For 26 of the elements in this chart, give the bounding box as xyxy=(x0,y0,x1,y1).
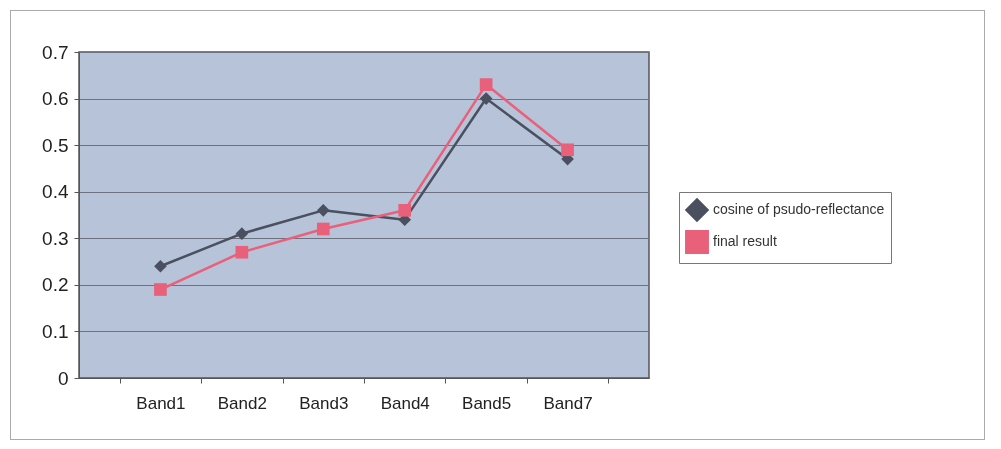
y-tick-label: 0.6 xyxy=(42,88,69,110)
legend-label: cosine of psudo-reflectance xyxy=(713,201,885,217)
y-tick-label: 0.7 xyxy=(42,41,69,63)
point xyxy=(235,227,249,240)
y-tick-label: 0.2 xyxy=(42,274,69,296)
x-tick-label: Band7 xyxy=(543,393,593,413)
point xyxy=(479,78,493,91)
y-tick-label: 0.5 xyxy=(42,134,69,156)
y-tick-label: 0 xyxy=(57,367,69,389)
x-tick-label: Band3 xyxy=(299,393,349,413)
y-tick-label: 0.4 xyxy=(42,181,69,203)
point xyxy=(479,92,493,105)
point xyxy=(316,204,330,217)
point xyxy=(398,204,412,217)
y-tick-label: 0.3 xyxy=(42,227,69,249)
x-tick-label: Band2 xyxy=(217,393,267,413)
point xyxy=(154,283,167,296)
legend-label: final result xyxy=(713,233,777,249)
y-tick-label: 0.1 xyxy=(42,320,69,342)
x-tick-label: Band1 xyxy=(136,393,186,413)
point xyxy=(316,222,330,236)
x-tick-label: Band4 xyxy=(380,393,430,413)
x-tick-label: Band5 xyxy=(462,393,512,413)
point xyxy=(235,245,249,259)
point xyxy=(561,143,574,157)
point xyxy=(154,259,167,273)
